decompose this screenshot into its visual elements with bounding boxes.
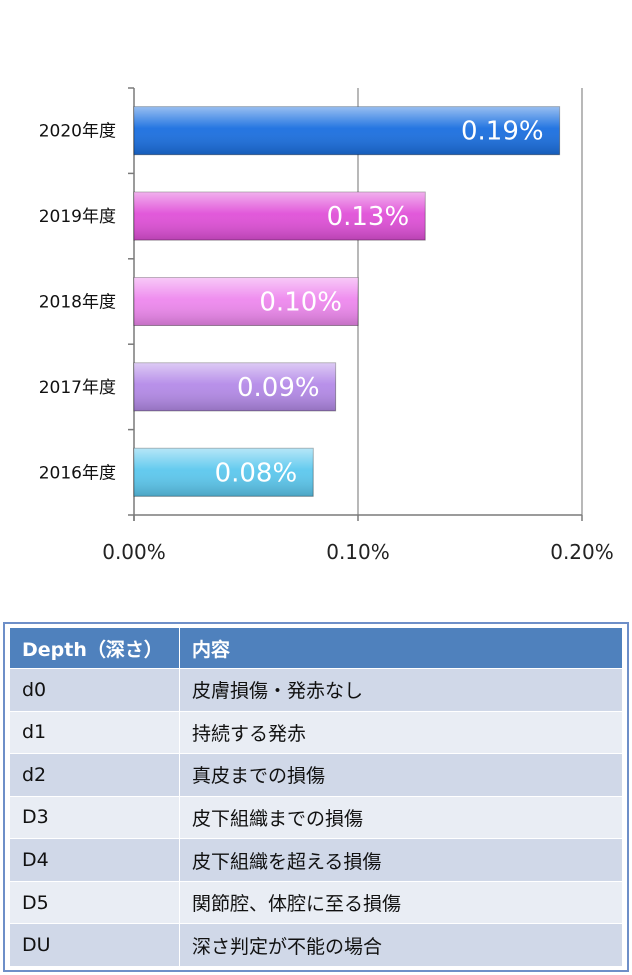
table-row: D3 皮下組織までの損傷 [9,795,623,840]
category-labels: 2020年度 2019年度 2018年度 2017年度 2016年度 [39,122,116,484]
bar-group: 0.08% [133,447,314,497]
bar-value-label: 0.08% [215,458,298,488]
table-row: d1 持続する発赤 [9,710,623,755]
table-row: d0 皮膚損傷・発赤なし [9,668,623,712]
bar-highlight [134,362,336,411]
depth-description: 関節腔、体腔に至る損傷 [179,880,623,925]
bar-group: 0.19% [133,106,561,156]
category-label: 2016年度 [39,463,116,483]
depth-description: 皮下組織を超える損傷 [179,838,623,882]
bar-value-label: 0.19% [461,117,544,147]
depth-code: d2 [9,753,180,797]
depth-description: 皮下組織までの損傷 [179,795,623,840]
table-header-row: Depth（深さ） 内容 [9,627,623,669]
table-row: D4 皮下組織を超える損傷 [9,838,623,882]
header-depth: Depth（深さ） [9,627,180,669]
bars: 0.19% 0.13% 0.10% 0.09% 0.08% [133,106,561,497]
bar-highlight [134,277,358,326]
depth-description: 皮膚損傷・発赤なし [179,668,623,712]
x-tick-label: 0.00% [102,540,166,564]
bar-group: 0.09% [133,362,337,412]
depth-code: D4 [9,838,180,882]
bar-group: 0.13% [133,191,426,241]
table-row: DU 深さ判定が不能の場合 [9,923,623,967]
bar-value-label: 0.10% [259,288,342,318]
depth-table-container: Depth（深さ） 内容 d0 皮膚損傷・発赤なし d1 持続する発赤 d2 真… [3,622,629,972]
depth-code: d0 [9,668,180,712]
bar-value-label: 0.13% [327,202,410,232]
category-label: 2020年度 [39,122,116,142]
x-tick-label: 0.20% [550,540,614,564]
bar-highlight [134,192,426,241]
x-tick-label: 0.10% [326,540,390,564]
bar-chart: 0.19%0.13%0.10%0.09%0.08% 2020年度2019年度20… [39,87,614,564]
table-row: d2 真皮までの損傷 [9,753,623,797]
bar-highlight [134,448,314,497]
bar-value-label: 0.09% [237,373,320,403]
category-label: 2019年度 [39,207,116,227]
depth-code: DU [9,923,180,967]
depth-description: 持続する発赤 [179,710,623,755]
bar-highlight [134,106,560,155]
depth-code: d1 [9,710,180,755]
table-row: D5 関節腔、体腔に至る損傷 [9,880,623,925]
x-tick-labels: 0.00% 0.10% 0.20% [102,540,614,564]
depth-table: Depth（深さ） 内容 d0 皮膚損傷・発赤なし d1 持続する発赤 d2 真… [9,627,623,967]
depth-code: D5 [9,880,180,925]
bar-group: 0.10% [133,277,359,326]
header-content: 内容 [179,627,623,669]
depth-description: 深さ判定が不能の場合 [179,923,623,967]
category-label: 2017年度 [39,378,116,398]
depth-description: 真皮までの損傷 [179,753,623,797]
category-label: 2018年度 [39,293,116,313]
depth-code: D3 [9,795,180,840]
